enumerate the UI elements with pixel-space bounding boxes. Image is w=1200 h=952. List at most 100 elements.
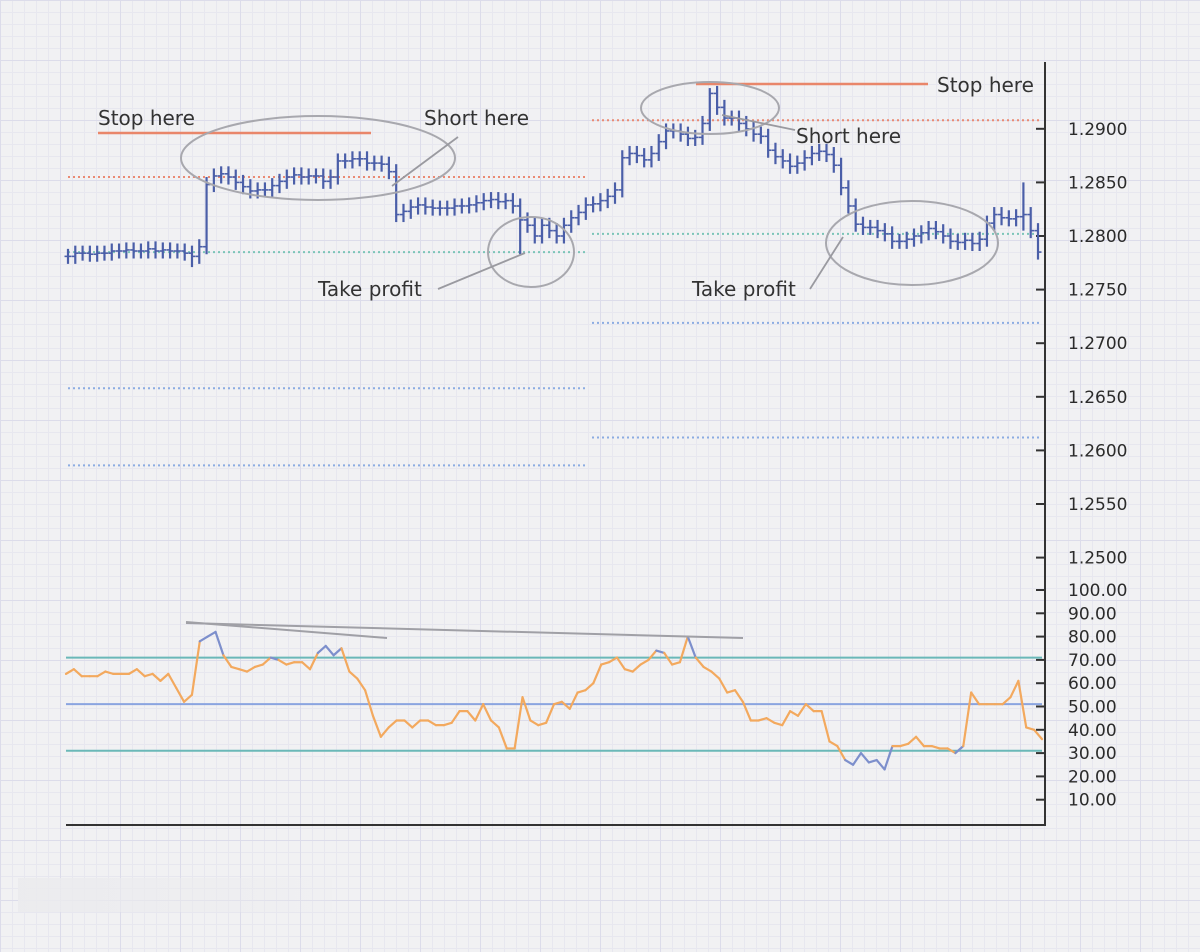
- price-bar: [173, 243, 181, 259]
- oscillator-segment: [72, 668, 83, 678]
- oscillator-segment: [238, 668, 249, 673]
- price-bar: [443, 200, 451, 216]
- price-bar: [64, 248, 72, 264]
- price-bar: [917, 225, 925, 244]
- oscillator-segment: [403, 719, 414, 729]
- price-bar: [925, 220, 933, 241]
- oscillator-segment: [159, 672, 170, 682]
- oscillator-segment: [607, 656, 619, 664]
- price-bar: [378, 155, 386, 172]
- oscillator-segment: [875, 758, 886, 771]
- price-bar: [626, 145, 634, 166]
- price-bar: [144, 241, 152, 259]
- price-bar: [655, 134, 663, 161]
- price-bar: [79, 245, 87, 261]
- stop-here-label-right: Stop here: [937, 73, 1034, 97]
- oscillator-segment: [529, 719, 540, 727]
- price-bar: [327, 169, 335, 189]
- oscillator-segment: [844, 758, 855, 766]
- oscillator-segment: [182, 693, 194, 703]
- oscillator-segment: [324, 644, 335, 657]
- price-tick-label: 1.2600: [1068, 441, 1127, 461]
- oscillator-segment: [190, 640, 201, 696]
- oscillator-segment: [694, 656, 705, 668]
- price-bar: [370, 155, 378, 171]
- oscillator-segment: [127, 668, 138, 675]
- price-bar: [815, 143, 823, 161]
- price-bar: [152, 241, 160, 259]
- price-bar: [516, 198, 524, 255]
- oscillator-segment: [600, 661, 611, 666]
- price-bar: [472, 195, 480, 213]
- price-bar: [480, 193, 488, 211]
- oscillator-segment: [245, 665, 257, 673]
- oscillator-segment: [914, 735, 926, 748]
- price-bar: [538, 217, 546, 244]
- oscillator-segment: [757, 717, 768, 722]
- price-tick-label: 1.2750: [1068, 281, 1127, 301]
- take-profit-pointer-right: [809, 236, 844, 290]
- oscillator-segment: [930, 745, 941, 750]
- oscillator-segment: [647, 649, 658, 662]
- price-bar: [786, 153, 794, 174]
- price-bar: [888, 226, 896, 249]
- oscillator-segment: [497, 726, 508, 750]
- price-bar: [224, 166, 232, 185]
- oscillator-segment: [356, 677, 367, 692]
- price-bar: [348, 151, 356, 169]
- oscillator-segment: [560, 700, 571, 710]
- oscillator-segment: [702, 665, 713, 673]
- oscillator-segment: [946, 747, 957, 755]
- price-bar: [93, 245, 101, 262]
- price-bar: [866, 219, 874, 235]
- highlight-ellipse-left-bottom: [487, 216, 575, 288]
- price-bar: [998, 207, 1006, 226]
- oscillator-segment: [804, 703, 815, 713]
- price-bar: [1019, 182, 1027, 231]
- oscillator-segment: [277, 658, 288, 666]
- oscillator-segment: [308, 651, 319, 671]
- price-bar: [523, 212, 531, 233]
- oscillator-segment: [135, 668, 146, 678]
- oscillator-segment: [718, 677, 729, 694]
- price-bar: [910, 228, 918, 247]
- oscillator-segment: [513, 696, 524, 750]
- oscillator-segment: [859, 751, 870, 764]
- oscillator-segment: [820, 710, 831, 743]
- price-bar: [159, 242, 167, 259]
- price-bar: [954, 233, 962, 250]
- osc-tick-label: 90.00: [1068, 604, 1117, 624]
- short-pointer-right: [721, 114, 796, 131]
- short-here-label-right: Short here: [796, 124, 901, 148]
- oscillator-segment: [230, 665, 241, 671]
- oscillator-segment: [615, 656, 626, 671]
- price-bar: [713, 85, 721, 115]
- price-bar: [166, 242, 174, 259]
- price-bar: [312, 168, 320, 184]
- price-bar: [968, 232, 976, 252]
- price-bar: [232, 169, 240, 190]
- oscillator-segment: [954, 745, 965, 755]
- price-bar: [575, 204, 583, 226]
- price-bar: [385, 156, 393, 180]
- price-bar: [297, 167, 305, 185]
- oscillator-segment: [710, 670, 721, 680]
- price-bar: [779, 149, 787, 169]
- price-bar: [217, 166, 225, 184]
- price-bar: [647, 145, 655, 168]
- oscillator-segment: [686, 635, 697, 659]
- price-bar: [276, 173, 284, 194]
- price-bar: [1005, 210, 1013, 227]
- oscillator-segment: [340, 647, 351, 673]
- price-bar: [946, 228, 954, 249]
- oscillator-segment: [545, 703, 556, 724]
- oscillator-segment: [851, 751, 863, 766]
- oscillator-segment: [773, 721, 784, 727]
- price-bar: [239, 174, 247, 195]
- oscillator-segment: [143, 672, 154, 678]
- price-bar: [407, 199, 415, 219]
- oscillator-segment: [663, 651, 674, 666]
- short-pointer-left: [391, 136, 459, 187]
- oscillator-segment: [64, 668, 75, 675]
